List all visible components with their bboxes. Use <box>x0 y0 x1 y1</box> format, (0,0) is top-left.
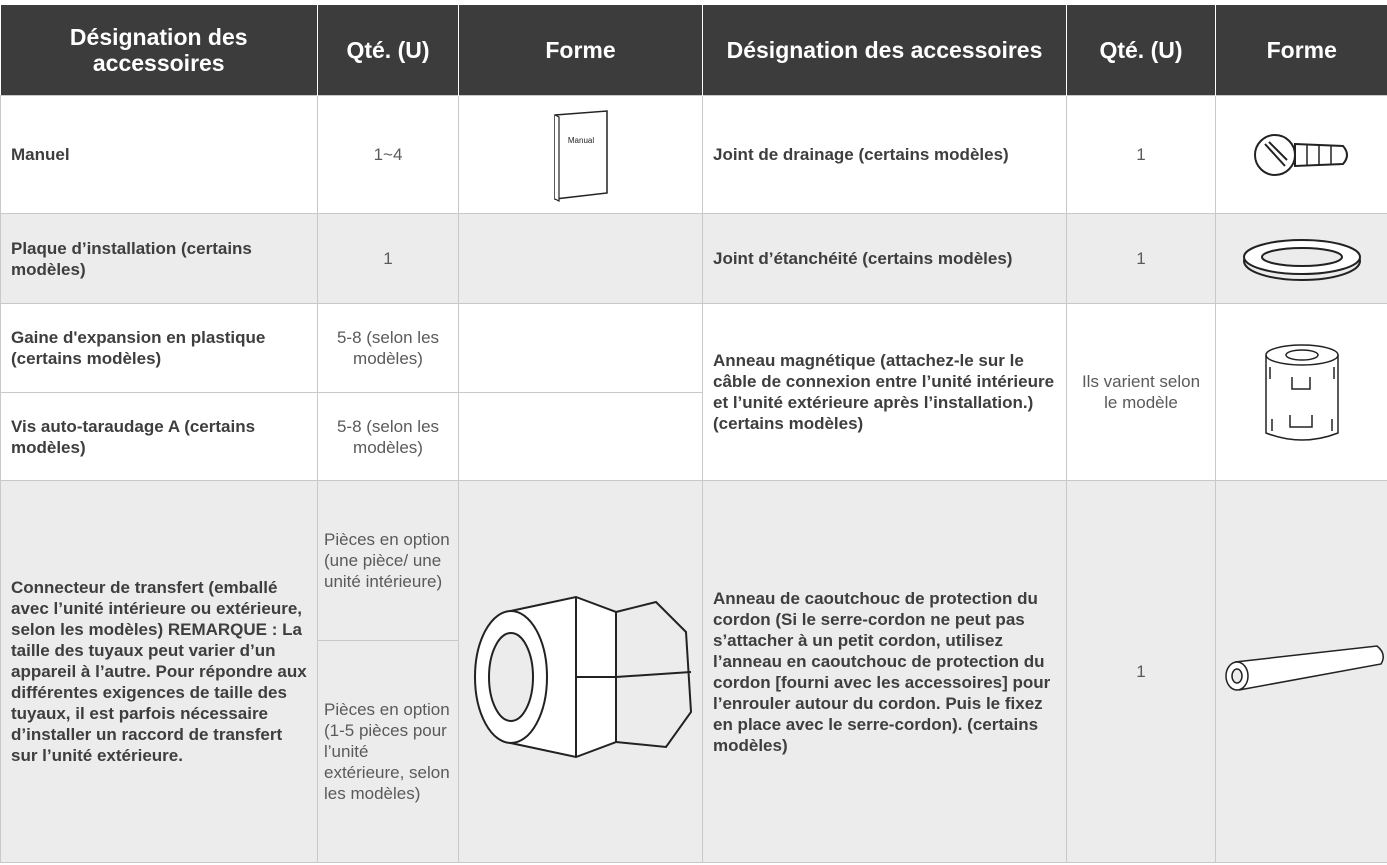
header-cell: Désignation des accessoires <box>0 5 318 96</box>
form-cell <box>1215 480 1387 863</box>
name-cell: Gaine d'expansion en plastique (certains… <box>0 303 318 393</box>
manual-label: Manual <box>567 136 593 145</box>
name-cell: Plaque d’installation (certains modèles) <box>0 213 318 304</box>
name-cell: Manuel <box>0 95 318 214</box>
manual-icon: Manual <box>553 109 608 202</box>
name-cell: Connecteur de transfert (emballé avec l’… <box>0 480 318 863</box>
qty-cell: 1~4 <box>317 95 459 214</box>
rubber-tube-icon <box>1224 644 1384 691</box>
header-cell: Forme <box>1215 5 1387 96</box>
form-cell <box>458 213 703 304</box>
seal-ring-icon <box>1242 238 1361 281</box>
form-cell <box>458 392 703 481</box>
drain-joint-icon <box>1253 133 1348 176</box>
qty-cell: 5-8 (selon les modèles) <box>317 303 459 393</box>
header-cell: Qté. (U) <box>317 5 459 96</box>
form-cell <box>1215 213 1387 304</box>
qty-cell: Pièces en option (une pièce/ une unité i… <box>317 480 459 641</box>
accessories-table: Désignation des accessoires Qté. (U) For… <box>0 5 1387 863</box>
qty-cell: 5-8 (selon les modèles) <box>317 392 459 481</box>
name-cell: Joint d’étanchéité (certains modèles) <box>702 213 1067 304</box>
row: Gaine d'expansion en plastique (certains… <box>0 303 1387 481</box>
header-cell: Désignation des accessoires <box>702 5 1067 96</box>
qty-cell: 1 <box>1066 95 1216 214</box>
header-cell: Qté. (U) <box>1066 5 1216 96</box>
name-cell: Anneau magnétique (attachez-le sur le câ… <box>702 303 1067 481</box>
name-cell: Vis auto-taraudage A (certains modèles) <box>0 392 318 481</box>
qty-cell: 1 <box>1066 213 1216 304</box>
qty-cell: 1 <box>317 213 459 304</box>
row: Connecteur de transfert (emballé avec l’… <box>0 480 1387 863</box>
header-cell: Forme <box>458 5 703 96</box>
qty-cell: Ils varient selon le modèle <box>1066 303 1216 481</box>
form-cell: Manual <box>458 95 703 214</box>
row: Pièces en option (1-5 pièces pour l’unit… <box>1 640 1387 863</box>
name-cell: Joint de drainage (certains modèles) <box>702 95 1067 214</box>
form-cell <box>458 303 703 393</box>
qty-cell: 1 <box>1066 480 1216 863</box>
form-cell <box>458 480 703 863</box>
qty-cell: Pièces en option (1-5 pièces pour l’unit… <box>317 640 459 863</box>
magnetic-ring-icon <box>1264 344 1339 441</box>
form-cell <box>1215 95 1387 214</box>
form-cell <box>1215 303 1387 481</box>
name-cell: Anneau de caoutchouc de protection du co… <box>702 480 1067 863</box>
header-row: Désignation des accessoires Qté. (U) For… <box>0 5 1387 96</box>
row: Manuel 1~4 Manual Joint de drainage (cer… <box>0 95 1387 214</box>
row: Plaque d’installation (certains modèles)… <box>0 213 1387 304</box>
connector-icon <box>473 595 692 758</box>
